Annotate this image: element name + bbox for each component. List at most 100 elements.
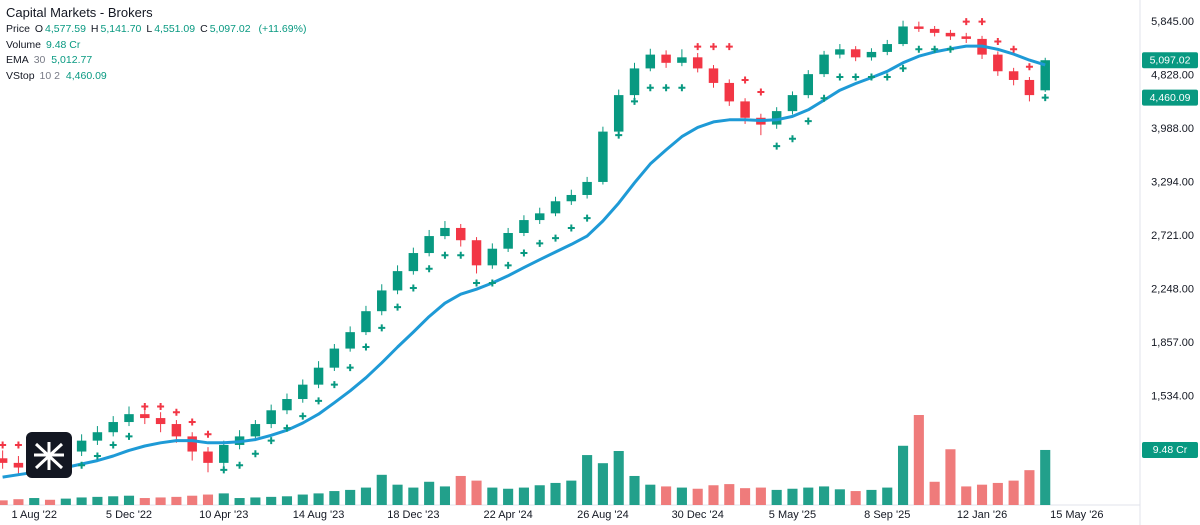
candle-body bbox=[203, 451, 213, 463]
x-tick-label: 22 Apr '24 bbox=[484, 509, 533, 521]
logo bbox=[26, 432, 72, 478]
candle-body bbox=[424, 236, 434, 254]
volume-bar bbox=[566, 480, 577, 505]
volume-bar bbox=[266, 496, 277, 505]
volume-bar bbox=[297, 494, 308, 505]
vstop-mark bbox=[915, 45, 923, 53]
legend-row: EMA 30 5,012.77 bbox=[6, 53, 311, 69]
vstop-mark bbox=[978, 18, 986, 26]
volume-bar bbox=[471, 480, 482, 505]
x-tick-label: 30 Dec '24 bbox=[672, 509, 724, 521]
candle-body bbox=[408, 253, 419, 272]
volume-bar bbox=[882, 487, 893, 505]
vstop-mark bbox=[283, 424, 291, 432]
price-badge bbox=[1142, 89, 1198, 106]
price-badge-label: 4,460.09 bbox=[1150, 92, 1191, 104]
x-tick-label: 18 Dec '23 bbox=[387, 509, 439, 521]
vstop-mark bbox=[488, 279, 496, 287]
volume-bar bbox=[455, 475, 466, 505]
vstop-mark bbox=[220, 466, 228, 474]
candle-body bbox=[171, 424, 182, 437]
legend-value: 4,460.09 bbox=[65, 69, 107, 82]
volume-bar bbox=[834, 489, 845, 505]
vstop-mark bbox=[330, 381, 338, 389]
candle-body bbox=[456, 227, 466, 241]
vstop-mark bbox=[678, 84, 686, 92]
candle-body bbox=[92, 432, 103, 441]
candle-body bbox=[329, 348, 340, 368]
candle-body bbox=[566, 194, 577, 202]
volume-bar bbox=[187, 495, 198, 505]
volume-bar bbox=[13, 499, 24, 505]
vstop-mark bbox=[709, 43, 717, 51]
volume-bar bbox=[139, 498, 150, 505]
candle-body bbox=[440, 227, 450, 237]
volume-bar bbox=[645, 484, 656, 505]
vstop-mark bbox=[867, 73, 875, 81]
legend-key: H bbox=[90, 23, 99, 35]
volume-bar bbox=[92, 496, 103, 505]
legend-key: O bbox=[34, 23, 44, 35]
volume-bar bbox=[676, 487, 687, 505]
volume-bar bbox=[60, 498, 71, 505]
candle-body bbox=[187, 436, 197, 452]
legend-params: 30 bbox=[33, 54, 46, 66]
vstop-mark bbox=[662, 84, 670, 92]
vstop-mark bbox=[251, 450, 259, 458]
vstop-mark bbox=[473, 279, 481, 287]
legend-row: Price O 4,577.59 H 5,141.70 L 4,551.09 C 5,097.… bbox=[6, 22, 311, 38]
vstop-mark bbox=[899, 64, 907, 72]
vstop-mark bbox=[520, 249, 528, 257]
x-tick-label: 8 Sep '25 bbox=[864, 509, 910, 521]
volume-bar bbox=[108, 496, 119, 505]
volume-bar bbox=[345, 489, 356, 505]
legend-name: Volume bbox=[6, 38, 42, 51]
volume-bar bbox=[392, 484, 403, 505]
vstop-mark bbox=[267, 437, 275, 445]
volume-bar bbox=[171, 496, 182, 505]
candle-body bbox=[945, 32, 956, 37]
vstop-mark bbox=[141, 402, 149, 410]
volume-bar bbox=[29, 498, 40, 505]
volume-bar bbox=[771, 489, 782, 505]
candle-body bbox=[392, 271, 403, 291]
chart-title: Capital Markets - Brokers bbox=[6, 5, 153, 20]
candle-body bbox=[740, 101, 750, 118]
vstop-mark bbox=[125, 432, 133, 440]
candle-body bbox=[677, 57, 687, 63]
volume-bar bbox=[613, 451, 624, 505]
volume-bar bbox=[629, 475, 640, 505]
candle-body bbox=[850, 49, 861, 58]
y-tick-label: 3,294.00 bbox=[1151, 176, 1194, 188]
candle-body bbox=[582, 181, 592, 195]
vstop-mark bbox=[346, 364, 354, 372]
volume-bar bbox=[408, 487, 419, 505]
volume-bar bbox=[1040, 449, 1051, 505]
vstop-mark bbox=[552, 234, 560, 242]
x-tick-label: 5 Dec '22 bbox=[106, 509, 152, 521]
vstop-mark bbox=[615, 131, 623, 139]
volume-bar bbox=[582, 455, 593, 505]
legend-value: 9.48 Cr bbox=[45, 38, 81, 51]
vstop-mark bbox=[315, 397, 323, 405]
volume-bar bbox=[961, 486, 972, 505]
vstop-mark bbox=[599, 170, 607, 178]
volume-bar bbox=[945, 449, 956, 505]
candle-body bbox=[298, 384, 308, 400]
vstop-mark bbox=[820, 94, 828, 102]
vstop-mark bbox=[946, 45, 954, 53]
vstop-mark bbox=[773, 142, 781, 150]
legend-row: VStop 10 2 4,460.09 bbox=[6, 69, 311, 85]
vstop-mark bbox=[536, 239, 544, 247]
legend-name: Price bbox=[6, 23, 30, 35]
volume-bar bbox=[218, 493, 229, 505]
volume-bar bbox=[850, 491, 861, 505]
candle-body bbox=[803, 74, 814, 96]
candle-body bbox=[266, 410, 276, 425]
candle-body bbox=[645, 54, 656, 69]
vstop-mark bbox=[788, 135, 796, 143]
vstop-mark bbox=[299, 412, 307, 420]
price-badge-label: 9.48 Cr bbox=[1153, 444, 1188, 456]
volume-bar bbox=[550, 482, 561, 505]
candle-body bbox=[13, 462, 24, 468]
